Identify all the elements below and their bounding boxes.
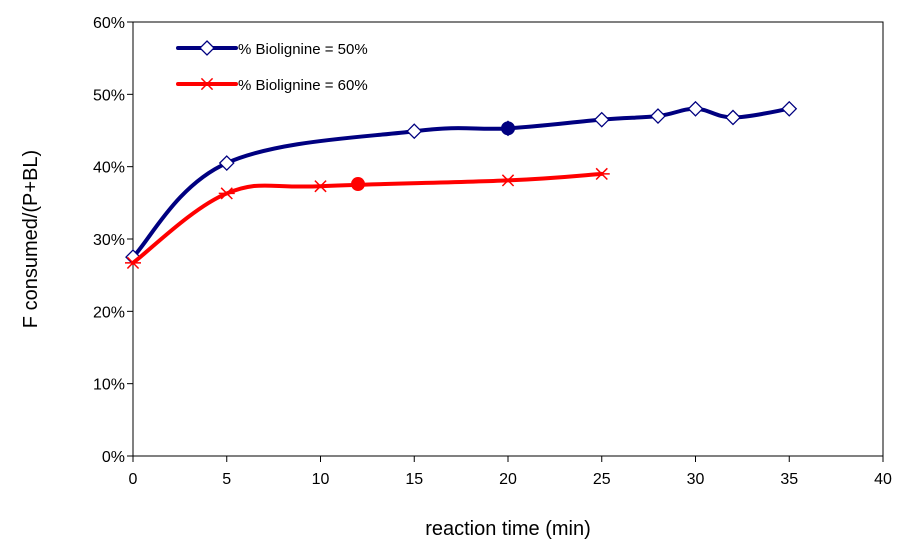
x-tick-label: 5 [222, 471, 231, 488]
highlight-point [351, 177, 365, 192]
data-point [725, 109, 741, 126]
data-point [125, 256, 141, 270]
legend-marker [199, 77, 215, 91]
y-tick-label: 20% [93, 304, 125, 321]
y-axis-ticks: 0% 10% 20% 30% 40% 50% 60% [93, 15, 133, 466]
x-tick-label: 40 [874, 471, 892, 488]
legend: % Biolignine = 50% % Biolignine = 60% [176, 40, 368, 94]
data-point [781, 100, 798, 117]
data-point [218, 187, 235, 200]
y-axis-label: F consumed/(P+BL) [20, 150, 42, 328]
legend-marker-series-2 [199, 77, 215, 91]
y-tick-label: 60% [93, 15, 125, 32]
data-point [593, 111, 610, 128]
x-axis-label: reaction time (min) [425, 518, 591, 540]
y-tick-label: 40% [93, 160, 125, 177]
legend-marker-series-1 [199, 40, 215, 56]
data-point [406, 123, 423, 140]
series-layer [125, 100, 798, 270]
x-tick-label: 10 [312, 471, 330, 488]
plot-area [132, 21, 884, 457]
legend-marker [199, 40, 215, 56]
x-tick-label: 25 [593, 471, 611, 488]
x-tick-label: 15 [405, 471, 423, 488]
series-line [131, 106, 792, 260]
data-point [650, 108, 666, 124]
x-axis-ticks: 0 5 10 15 20 25 30 35 40 [129, 456, 892, 488]
data-point [687, 100, 704, 117]
x-tick-label: 30 [687, 471, 705, 488]
legend-label-series-1: % Biolignine = 50% [238, 41, 368, 58]
series-2 [125, 167, 610, 270]
data-point [593, 167, 610, 181]
legend-label-series-2: % Biolignine = 60% [238, 77, 368, 94]
data-point [312, 180, 329, 193]
data-point [218, 155, 235, 171]
x-tick-label: 35 [780, 471, 798, 488]
highlight-point [501, 121, 515, 136]
data-point [500, 174, 516, 187]
y-tick-label: 30% [93, 232, 125, 249]
x-tick-label: 0 [129, 471, 138, 488]
y-tick-label: 50% [93, 87, 125, 104]
y-tick-label: 10% [93, 377, 125, 394]
x-tick-label: 20 [499, 471, 517, 488]
y-tick-label: 0% [102, 449, 125, 466]
